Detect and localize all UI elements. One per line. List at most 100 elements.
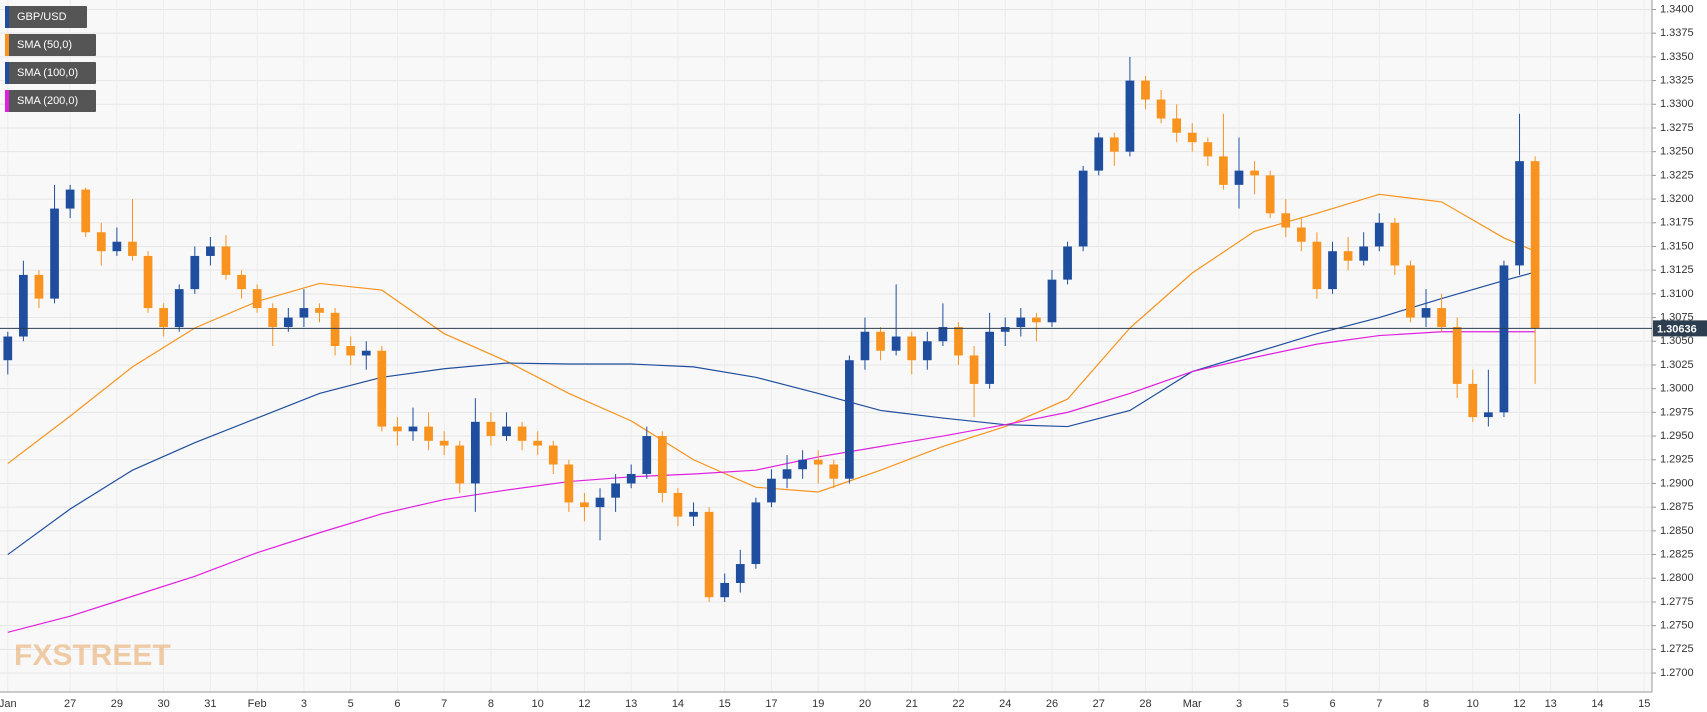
candle-body — [1281, 213, 1291, 228]
candle-body — [206, 246, 215, 256]
candle-body — [1296, 227, 1306, 242]
y-tick-label: 1.3300 — [1660, 98, 1694, 110]
x-tick-label: 13 — [1545, 698, 1557, 710]
candle-body — [1265, 175, 1275, 214]
legend-box — [5, 90, 96, 112]
x-tick-label: 30 — [158, 698, 170, 710]
candle-body — [19, 274, 28, 337]
candle-body — [595, 497, 605, 508]
x-tick-label: 12 — [1513, 698, 1525, 710]
x-tick-label: Mar — [1183, 698, 1202, 710]
sma-line — [7, 271, 1536, 556]
y-tick-label: 1.3350 — [1660, 51, 1694, 63]
candle-body — [1499, 265, 1509, 413]
y-tick-label: 1.2875 — [1660, 501, 1694, 513]
y-tick-label: 1.3025 — [1660, 359, 1694, 371]
candle-body — [50, 208, 59, 299]
candle-body — [735, 564, 745, 583]
candle-body — [268, 308, 278, 328]
candle-body — [1250, 170, 1259, 176]
candle-body — [393, 426, 402, 432]
candle-body — [985, 331, 995, 384]
watermark: FXSTREET — [14, 639, 171, 672]
candle-body — [1406, 265, 1415, 318]
x-tick-label: 14 — [672, 698, 684, 710]
x-tick-label: 7 — [441, 698, 447, 710]
candle-body — [689, 511, 698, 517]
x-tick-label: 27 — [1093, 698, 1105, 710]
y-tick-label: 1.2775 — [1660, 596, 1694, 608]
candle-body — [673, 492, 683, 517]
candle-body — [1000, 327, 1010, 332]
x-tick-label: 6 — [394, 698, 400, 710]
candle-body — [34, 274, 44, 299]
candle-body — [1390, 222, 1400, 266]
legend-swatch — [5, 62, 9, 84]
plot-background — [0, 0, 1652, 692]
y-tick-label: 1.3000 — [1660, 383, 1694, 395]
y-tick-label: 1.2750 — [1660, 620, 1694, 632]
candle-body — [767, 478, 776, 503]
y-tick-label: 1.2825 — [1660, 548, 1694, 560]
candle-body — [798, 459, 807, 470]
x-tick-label: 20 — [859, 698, 871, 710]
x-tick-label: 28 — [1139, 698, 1151, 710]
candle-body — [455, 445, 465, 484]
legend-label: SMA (50,0) — [17, 39, 72, 51]
x-tick-label: 10 — [1467, 698, 1479, 710]
candle-body — [486, 421, 496, 437]
candle-body — [580, 502, 589, 508]
y-tick-label: 1.3275 — [1660, 122, 1694, 134]
candle-body — [424, 426, 433, 441]
x-tick-label: 3 — [1236, 698, 1242, 710]
candle-body — [704, 511, 714, 598]
candle-body — [1328, 251, 1337, 290]
candle-body — [1047, 279, 1057, 323]
x-tick-label: 5 — [348, 698, 354, 710]
candle-body — [1187, 132, 1197, 143]
x-tick-label: 22 — [952, 698, 964, 710]
candle-body — [1437, 308, 1446, 328]
y-tick-label: 1.3150 — [1660, 240, 1694, 252]
candle-body — [1032, 317, 1041, 323]
candle-body — [1109, 137, 1119, 152]
y-tick-label: 1.3050 — [1660, 335, 1694, 347]
candle-body — [1515, 161, 1524, 266]
candle-body — [860, 331, 870, 361]
x-tick-label: 21 — [906, 698, 918, 710]
x-tick-label: 14 — [1591, 698, 1603, 710]
y-tick-label: 1.3100 — [1660, 288, 1694, 300]
y-tick-label: 1.3250 — [1660, 146, 1694, 158]
candle-body — [128, 241, 137, 256]
candle-body — [502, 426, 511, 437]
y-tick-label: 1.3200 — [1660, 193, 1694, 205]
candle-body — [954, 327, 963, 356]
candle-body — [1343, 251, 1353, 261]
y-tick-label: 1.3400 — [1660, 3, 1694, 15]
legend-label: SMA (200,0) — [17, 95, 78, 107]
x-tick-label: 29 — [111, 698, 123, 710]
candle-body — [221, 246, 231, 275]
y-tick-label: 1.2925 — [1660, 454, 1694, 466]
legend-swatch — [5, 90, 9, 112]
y-tick-label: 1.2950 — [1660, 430, 1694, 442]
legend-label: SMA (100,0) — [17, 67, 78, 79]
candle-body — [1016, 317, 1026, 328]
candle-body — [1203, 142, 1213, 157]
candle-body — [720, 582, 730, 598]
candle-body — [611, 483, 620, 498]
candle-body — [159, 308, 169, 328]
candle-body — [517, 426, 527, 441]
candle-body — [1374, 222, 1384, 247]
candle-body — [283, 317, 293, 328]
candle-body — [1452, 327, 1462, 384]
legend-label: GBP/USD — [17, 11, 67, 23]
candle-body — [1141, 80, 1150, 100]
y-tick-label: 1.2900 — [1660, 477, 1694, 489]
candle-body — [907, 336, 917, 361]
x-tick-label: 7 — [1376, 698, 1382, 710]
legend-swatch — [5, 34, 9, 56]
candle-body — [1468, 383, 1478, 418]
candle-body — [548, 445, 558, 465]
